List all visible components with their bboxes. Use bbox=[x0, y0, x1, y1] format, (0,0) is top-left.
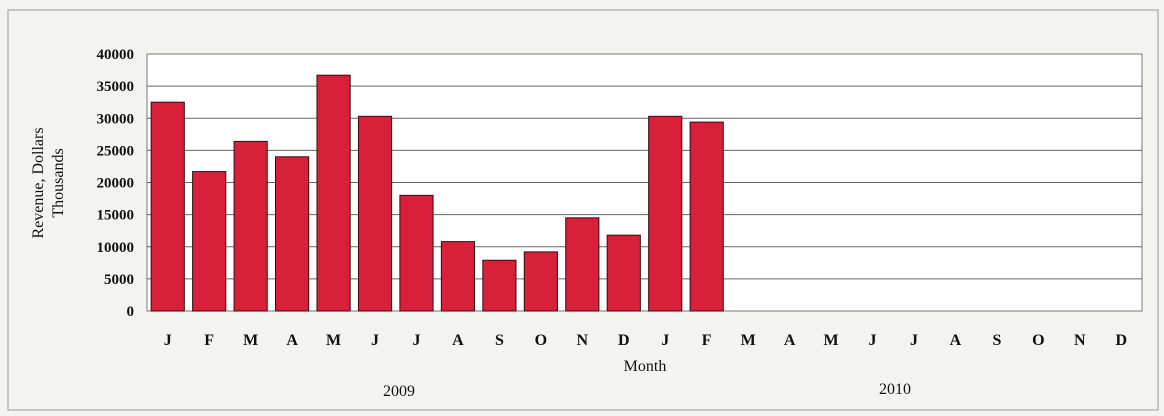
y-tick-label: 10000 bbox=[97, 240, 135, 256]
x-tick-label: A bbox=[286, 332, 298, 349]
y-axis-subtitle: Thousands bbox=[50, 148, 67, 217]
bar bbox=[606, 234, 641, 312]
x-tick-label: N bbox=[577, 332, 589, 349]
y-tick-label: 20000 bbox=[97, 176, 135, 192]
x-tick-label: J bbox=[661, 332, 669, 349]
bar bbox=[192, 171, 227, 312]
x-tick-label: N bbox=[1074, 332, 1086, 349]
bar bbox=[399, 194, 434, 312]
x-tick-label: M bbox=[741, 332, 756, 349]
bar bbox=[523, 251, 558, 312]
x-tick-label: O bbox=[1032, 332, 1044, 349]
x-tick-label: D bbox=[618, 332, 630, 349]
x-tick-label: S bbox=[992, 332, 1001, 349]
x-tick-label: J bbox=[869, 332, 877, 349]
x-tick-label: D bbox=[1115, 332, 1127, 349]
x-tick-label: F bbox=[702, 332, 712, 349]
bar bbox=[316, 74, 351, 312]
x-tick-label: A bbox=[452, 332, 464, 349]
x-tick-label: J bbox=[910, 332, 918, 349]
x-tick-label: J bbox=[412, 332, 420, 349]
x-tick-label: O bbox=[535, 332, 547, 349]
x-tick-label: J bbox=[164, 332, 172, 349]
y-tick-labels: 0 5000 10000 15000 20000 25000 30000 35000 40000 bbox=[97, 47, 135, 320]
x-tick-label: M bbox=[326, 332, 341, 349]
x-tick-label: S bbox=[495, 332, 504, 349]
bar bbox=[482, 259, 517, 312]
y-tick-label: 25000 bbox=[97, 143, 135, 159]
y-tick-label: 15000 bbox=[97, 208, 135, 224]
y-tick-label: 5000 bbox=[104, 272, 134, 288]
x-tick-label: A bbox=[784, 332, 796, 349]
x-axis-title: Month bbox=[624, 358, 667, 375]
y-tick-label: 30000 bbox=[97, 111, 135, 127]
year-label-2010: 2010 bbox=[879, 381, 911, 398]
bar bbox=[275, 156, 310, 312]
gridlines bbox=[147, 85, 1142, 280]
bar bbox=[689, 121, 724, 312]
year-label-2009: 2009 bbox=[383, 383, 415, 400]
bar bbox=[357, 115, 393, 312]
y-tick-label: 0 bbox=[127, 304, 135, 320]
bar bbox=[150, 101, 185, 312]
bar bbox=[565, 217, 600, 312]
x-tick-label: M bbox=[243, 332, 258, 349]
x-tick-label: J bbox=[371, 332, 379, 349]
bars bbox=[150, 74, 724, 312]
chart-frame bbox=[7, 9, 1159, 411]
bar bbox=[233, 140, 268, 312]
bar bbox=[648, 115, 683, 312]
bar bbox=[440, 241, 476, 312]
y-axis-title: Revenue, Dollars bbox=[30, 127, 47, 238]
y-tick-label: 35000 bbox=[97, 79, 135, 95]
y-tick-label: 40000 bbox=[97, 47, 135, 63]
x-tick-label: F bbox=[204, 332, 214, 349]
x-tick-label: M bbox=[824, 332, 839, 349]
x-tick-label: A bbox=[950, 332, 962, 349]
